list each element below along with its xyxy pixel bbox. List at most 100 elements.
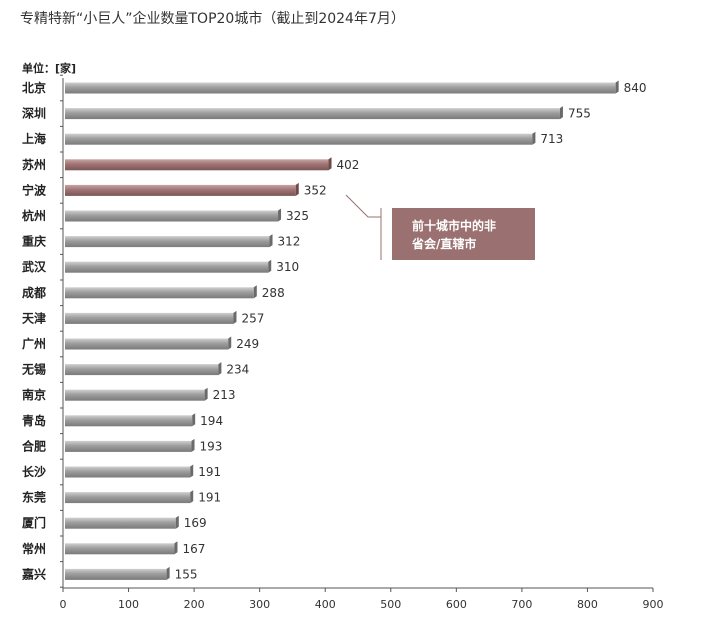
category-label: 上海 xyxy=(22,131,46,146)
bar-group: 厦门 169 xyxy=(22,515,207,530)
value-label: 213 xyxy=(213,388,236,402)
bar-cap xyxy=(269,234,273,248)
bar xyxy=(65,210,279,222)
bar-cap xyxy=(175,515,179,529)
value-label: 755 xyxy=(568,107,591,121)
value-label: 288 xyxy=(262,286,285,300)
x-tick-label: 800 xyxy=(577,598,598,611)
category-label: 苏州 xyxy=(22,157,46,172)
bar-group: 青岛 194 xyxy=(22,413,223,428)
bar-cap xyxy=(166,566,170,580)
bar-group: 嘉兴 155 xyxy=(21,566,198,581)
annotation-line-1: 前十城市中的非 xyxy=(412,218,496,233)
bar-group: 上海 713 xyxy=(22,131,563,146)
bar-cap xyxy=(532,131,536,145)
bar-cap xyxy=(278,208,282,222)
bar-cap xyxy=(295,182,299,196)
category-label: 成都 xyxy=(22,285,46,300)
category-label: 广州 xyxy=(22,336,46,351)
bar-cap xyxy=(615,80,619,94)
bar xyxy=(65,159,329,171)
x-tick-label: 900 xyxy=(643,598,664,611)
value-label: 713 xyxy=(540,132,563,146)
bar xyxy=(65,466,191,478)
unit-label: 单位：[家] xyxy=(22,61,76,75)
value-label: 352 xyxy=(304,183,327,197)
x-tick-label: 600 xyxy=(446,598,467,611)
x-tick-label: 100 xyxy=(118,598,139,611)
bar-group: 武汉 310 xyxy=(22,259,299,274)
bar-cap xyxy=(328,157,332,171)
bar xyxy=(65,133,533,145)
value-label: 257 xyxy=(241,311,264,325)
bar-cap xyxy=(174,541,178,555)
bar-group: 苏州 402 xyxy=(22,157,359,172)
x-tick-label: 300 xyxy=(249,598,270,611)
value-label: 234 xyxy=(226,363,249,377)
bar-cap xyxy=(559,106,563,120)
category-label: 东莞 xyxy=(22,490,46,505)
bar xyxy=(65,543,175,555)
bar-group: 无锡 234 xyxy=(21,362,249,377)
category-label: 厦门 xyxy=(22,515,46,530)
category-label: 青岛 xyxy=(22,413,46,428)
value-label: 325 xyxy=(286,209,309,223)
bar xyxy=(65,261,269,273)
bar-cap xyxy=(253,285,257,299)
value-label: 194 xyxy=(200,414,223,428)
x-tick-label: 400 xyxy=(315,598,336,611)
bar xyxy=(65,236,270,248)
bar xyxy=(65,338,229,350)
bar xyxy=(65,415,193,427)
bar-cap xyxy=(218,362,222,376)
annotation-box xyxy=(392,208,535,260)
bar-group: 深圳 755 xyxy=(22,106,591,121)
chart-title: 专精特新“小巨人”企业数量TOP20城市（截止到2024年7月） xyxy=(20,11,405,27)
value-label: 249 xyxy=(236,337,259,351)
category-label: 合肥 xyxy=(22,438,46,453)
bar-cap xyxy=(204,387,208,401)
bar xyxy=(65,440,192,452)
category-label: 武汉 xyxy=(22,259,47,274)
category-label: 常州 xyxy=(22,541,46,556)
bar-cap xyxy=(190,490,194,504)
category-label: 北京 xyxy=(22,80,46,95)
category-label: 杭州 xyxy=(22,208,46,223)
x-tick-label: 500 xyxy=(380,598,401,611)
bar-cap xyxy=(190,464,194,478)
bar-cap xyxy=(233,310,237,324)
value-label: 169 xyxy=(184,516,207,530)
bar xyxy=(65,312,234,324)
bar-group: 常州 167 xyxy=(22,541,205,556)
bar xyxy=(65,108,560,120)
bar xyxy=(65,287,254,299)
bar-cap xyxy=(268,259,272,273)
bar xyxy=(65,568,167,580)
bar-cap xyxy=(192,413,196,427)
bar-group: 东莞 191 xyxy=(22,490,221,505)
bar-group: 宁波 352 xyxy=(22,182,327,197)
category-label: 宁波 xyxy=(22,182,47,197)
category-label: 无锡 xyxy=(21,362,46,377)
category-label: 重庆 xyxy=(22,234,46,249)
bar xyxy=(65,517,176,529)
x-tick-label: 700 xyxy=(511,598,532,611)
value-label: 155 xyxy=(175,567,198,581)
value-label: 840 xyxy=(624,81,647,95)
bar-group: 南京 213 xyxy=(22,387,236,402)
category-label: 南京 xyxy=(22,387,46,402)
bar-group: 成都 288 xyxy=(22,285,285,300)
category-label: 嘉兴 xyxy=(21,566,46,581)
value-label: 312 xyxy=(278,235,301,249)
value-label: 310 xyxy=(276,260,299,274)
value-label: 191 xyxy=(198,491,221,505)
value-label: 167 xyxy=(182,542,205,556)
value-label: 193 xyxy=(200,439,223,453)
bar-cap xyxy=(191,438,195,452)
bar-group: 重庆 312 xyxy=(22,234,300,249)
bar-group: 杭州 325 xyxy=(22,208,309,223)
value-label: 402 xyxy=(337,158,360,172)
category-label: 天津 xyxy=(22,310,46,325)
bar-group: 合肥 193 xyxy=(22,438,222,453)
bar-group: 长沙 191 xyxy=(22,464,221,479)
